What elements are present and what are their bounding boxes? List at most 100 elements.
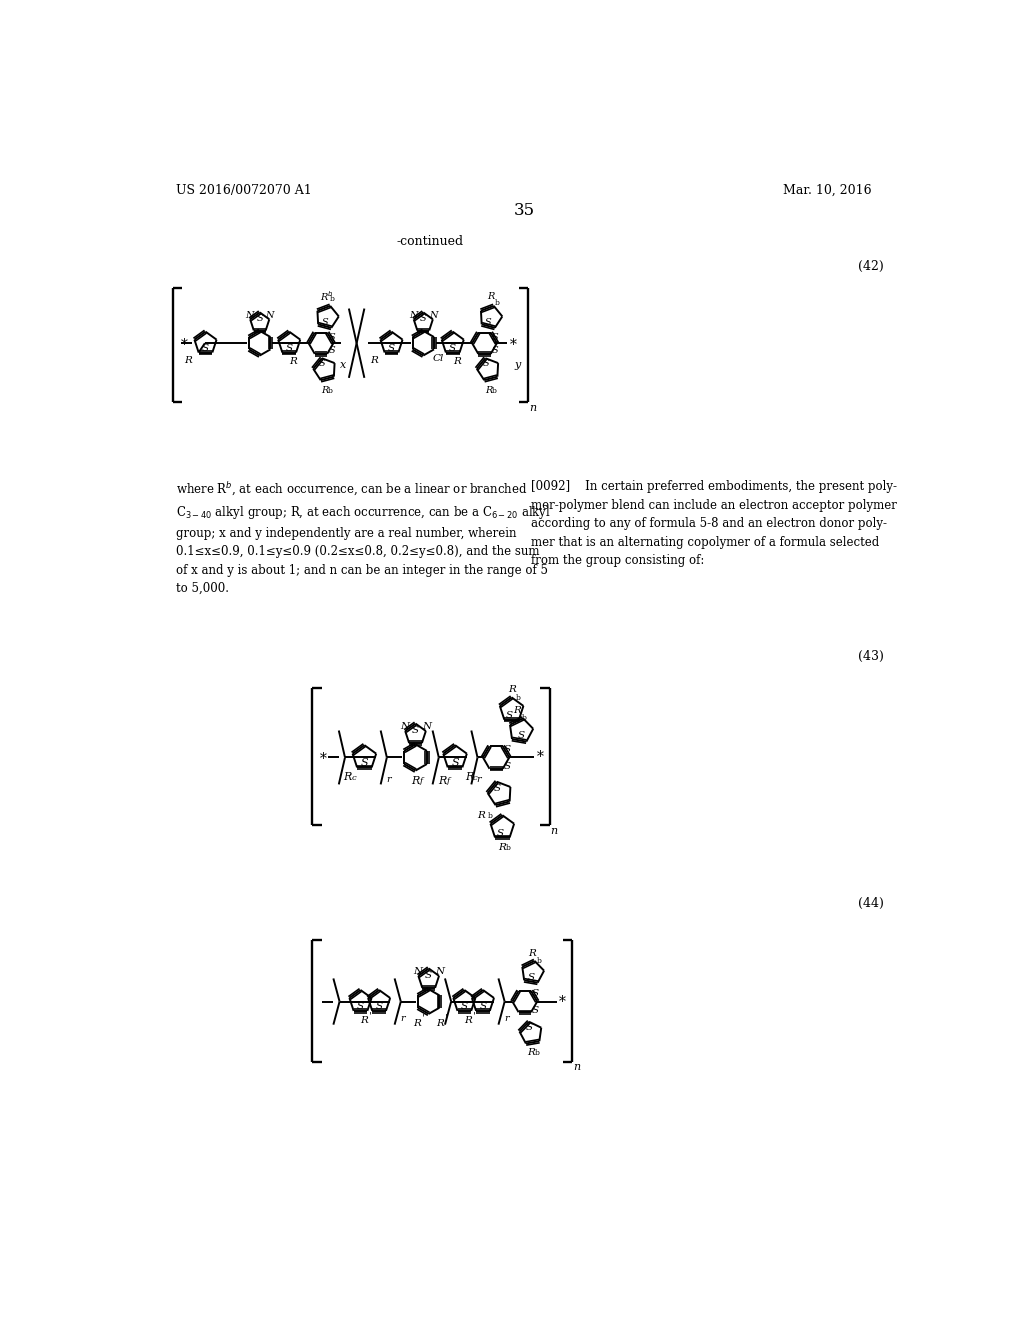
Text: S: S xyxy=(420,314,427,323)
Text: S: S xyxy=(495,784,501,792)
Text: R: R xyxy=(464,1016,472,1026)
Text: S: S xyxy=(412,726,419,735)
Text: S: S xyxy=(531,990,539,998)
Text: x: x xyxy=(340,360,346,370)
Text: ': ' xyxy=(473,1011,475,1020)
Text: R: R xyxy=(508,685,515,694)
Text: S: S xyxy=(527,973,535,982)
Text: S: S xyxy=(497,829,504,838)
Text: b: b xyxy=(492,387,497,395)
Text: b: b xyxy=(537,957,542,965)
Text: S: S xyxy=(376,1002,383,1011)
Text: b: b xyxy=(521,714,526,722)
Text: S: S xyxy=(493,333,499,342)
Text: S: S xyxy=(202,345,209,352)
Text: ': ' xyxy=(369,1011,372,1020)
Text: R: R xyxy=(412,776,420,785)
Text: 35: 35 xyxy=(514,202,536,219)
Text: b: b xyxy=(487,812,493,820)
Text: f: f xyxy=(420,777,423,785)
Text: S: S xyxy=(531,1006,539,1015)
Text: *: * xyxy=(559,994,566,1008)
Text: S: S xyxy=(256,314,263,323)
Text: r: r xyxy=(477,775,481,784)
Text: R: R xyxy=(513,706,521,715)
Text: R: R xyxy=(484,385,493,395)
Text: N: N xyxy=(265,312,274,319)
Text: c: c xyxy=(473,775,477,783)
Text: *: * xyxy=(180,338,187,351)
Text: S: S xyxy=(450,345,457,352)
Text: b: b xyxy=(495,300,500,308)
Text: R: R xyxy=(527,1048,535,1057)
Text: R: R xyxy=(477,810,485,820)
Text: R: R xyxy=(360,1016,369,1026)
Text: c: c xyxy=(352,775,356,783)
Text: N: N xyxy=(435,968,444,975)
Text: R$^b$: R$^b$ xyxy=(321,289,334,304)
Text: Cl: Cl xyxy=(433,354,444,363)
Text: N: N xyxy=(422,722,431,731)
Text: R: R xyxy=(487,292,495,301)
Text: r: r xyxy=(400,1014,404,1023)
Text: S: S xyxy=(504,746,511,754)
Text: R: R xyxy=(343,772,351,783)
Text: where R$^{b}$, at each occurrence, can be a linear or branched
C$_{3-40}$ alkyl : where R$^{b}$, at each occurrence, can b… xyxy=(176,480,551,595)
Text: ': ' xyxy=(422,1012,425,1022)
Text: S: S xyxy=(461,1002,468,1011)
Text: N: N xyxy=(409,312,418,319)
Text: S: S xyxy=(526,1023,534,1032)
Text: b: b xyxy=(328,387,333,395)
Text: US 2016/0072070 A1: US 2016/0072070 A1 xyxy=(176,185,311,197)
Text: *: * xyxy=(510,338,517,351)
Text: n: n xyxy=(529,403,537,413)
Text: N: N xyxy=(400,722,410,731)
Text: R: R xyxy=(183,355,191,364)
Text: R: R xyxy=(370,355,378,364)
Text: S: S xyxy=(425,972,432,979)
Text: (43): (43) xyxy=(858,649,884,663)
Text: f: f xyxy=(446,777,450,785)
Text: S: S xyxy=(322,318,328,327)
Text: S: S xyxy=(504,762,511,771)
Text: R: R xyxy=(465,772,473,783)
Text: S: S xyxy=(493,346,499,355)
Text: b: b xyxy=(506,845,511,853)
Text: *: * xyxy=(321,752,327,766)
Text: N: N xyxy=(246,312,254,319)
Text: S: S xyxy=(506,710,513,719)
Text: R: R xyxy=(528,949,537,957)
Text: (44): (44) xyxy=(858,898,884,911)
Text: S: S xyxy=(479,1002,486,1011)
Text: n: n xyxy=(573,1063,581,1072)
Text: r: r xyxy=(504,1014,509,1023)
Text: S: S xyxy=(286,345,293,352)
Text: N: N xyxy=(414,968,423,975)
Text: R: R xyxy=(413,1019,421,1027)
Text: S: S xyxy=(329,346,335,355)
Text: S: S xyxy=(360,758,369,768)
Text: n: n xyxy=(551,825,558,836)
Text: *: * xyxy=(537,751,544,764)
Text: [0092]    In certain preferred embodiments, the present poly-
mer-polymer blend : [0092] In certain preferred embodiments,… xyxy=(531,480,897,568)
Text: R: R xyxy=(289,358,297,366)
Text: S: S xyxy=(319,359,326,368)
Text: r: r xyxy=(386,775,391,784)
Text: S: S xyxy=(482,359,489,368)
Text: ': ' xyxy=(445,1012,447,1022)
Text: S: S xyxy=(485,318,492,327)
Text: (42): (42) xyxy=(858,260,884,273)
Text: R: R xyxy=(322,385,329,395)
Text: Mar. 10, 2016: Mar. 10, 2016 xyxy=(783,185,872,197)
Text: S: S xyxy=(357,1002,365,1011)
Text: S: S xyxy=(517,731,524,741)
Text: S: S xyxy=(329,333,335,342)
Text: R: R xyxy=(436,1019,444,1027)
Text: S: S xyxy=(452,758,459,768)
Text: R: R xyxy=(453,358,461,366)
Text: b: b xyxy=(535,1049,540,1057)
Text: y: y xyxy=(515,360,521,370)
Text: b: b xyxy=(330,296,334,304)
Text: R: R xyxy=(499,843,506,851)
Text: b: b xyxy=(515,693,520,701)
